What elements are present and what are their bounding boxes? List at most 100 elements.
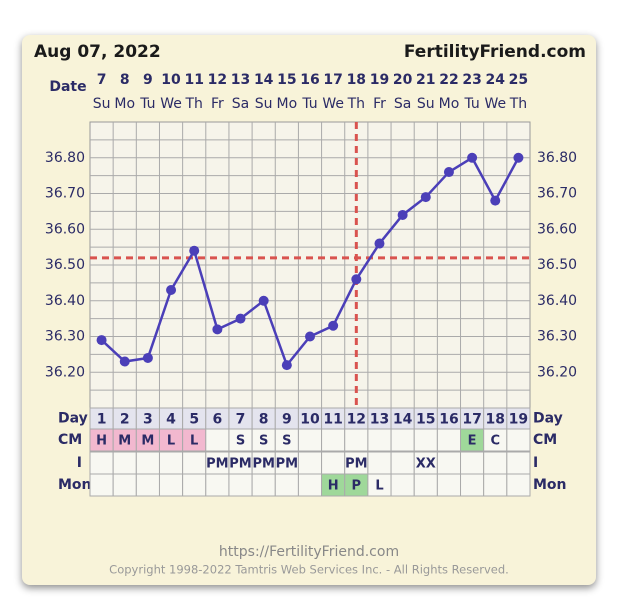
- cell-text: M: [141, 434, 154, 449]
- cell-text: S: [259, 434, 268, 449]
- cell-text: 1: [97, 412, 107, 428]
- site-name: FertilityFriend.com: [404, 42, 586, 62]
- cell-text: 12: [347, 412, 366, 428]
- table-cell: [506, 428, 531, 452]
- date-label: 21: [416, 72, 435, 88]
- table-cell: [436, 473, 462, 497]
- temperature-point: [351, 274, 362, 285]
- cell-text: L: [167, 434, 175, 449]
- cell-text: C: [490, 434, 500, 449]
- cell-text: 4: [166, 412, 176, 428]
- cell-text: S: [282, 434, 291, 449]
- cell-text: XX: [416, 457, 436, 472]
- table-cell: [297, 473, 323, 497]
- temperature-point: [305, 331, 315, 342]
- table-cell: [367, 451, 392, 475]
- weekday-label: Su: [417, 96, 435, 112]
- temperature-point: [513, 152, 524, 163]
- weekday-label: Mo: [277, 96, 298, 112]
- temperature-point: [258, 295, 269, 306]
- row-label: CM: [58, 432, 82, 448]
- temperature-point: [281, 360, 292, 371]
- table-cell: [390, 451, 415, 475]
- date-label: 8: [120, 72, 130, 88]
- date-label: 12: [208, 72, 227, 88]
- cell-text: P: [352, 479, 362, 494]
- table-cell: [344, 428, 369, 452]
- y-tick-label: 36.20: [45, 364, 85, 380]
- row-label: I: [77, 455, 82, 471]
- cell-text: S: [236, 434, 245, 449]
- weekday-label: Mo: [114, 96, 135, 112]
- table-cell: [89, 473, 114, 497]
- cell-text: 7: [236, 412, 246, 428]
- cell-text: 10: [300, 412, 320, 428]
- y-tick-label: 36.30: [45, 329, 85, 345]
- temperature-point: [397, 209, 408, 220]
- weekday-label: We: [322, 96, 344, 112]
- table-cell: [367, 428, 392, 452]
- cell-text: PM: [206, 457, 228, 472]
- temperature-point: [443, 167, 454, 178]
- chart-date: Aug 07, 2022: [34, 42, 161, 62]
- table-cell: [460, 451, 485, 475]
- weekday-label: We: [160, 96, 182, 112]
- temperature-point: [420, 192, 431, 203]
- date-label: 17: [323, 72, 342, 88]
- y-tick-label: 36.60: [45, 221, 85, 237]
- table-cell: [135, 451, 160, 475]
- table-cell: [274, 473, 299, 497]
- row-label: Day: [58, 411, 88, 427]
- weekday-label: Su: [93, 96, 111, 112]
- table-cell: [413, 428, 438, 452]
- weekday-label: Th: [184, 96, 202, 112]
- date-label: 16: [300, 72, 319, 88]
- date-label: 7: [97, 72, 107, 88]
- weekday-label: Th: [347, 96, 365, 112]
- cell-text: E: [468, 434, 477, 449]
- temperature-point: [467, 152, 478, 163]
- cell-text: 15: [416, 412, 435, 428]
- date-label: 22: [439, 72, 458, 88]
- table-cell: [205, 473, 230, 497]
- weekday-label: Tu: [139, 96, 155, 112]
- table-cell: [228, 473, 253, 497]
- cell-text: 16: [439, 412, 458, 428]
- table-cell: [506, 473, 531, 497]
- row-label: Mon: [58, 477, 92, 493]
- cell-text: 18: [486, 412, 505, 428]
- y-tick-label-right: 36.40: [537, 293, 577, 309]
- table-cell: [89, 451, 114, 475]
- weekday-label: Tu: [463, 96, 479, 112]
- temperature-point: [328, 320, 339, 331]
- table-cell: [112, 473, 137, 497]
- date-label: 23: [462, 72, 481, 88]
- cell-text: 2: [120, 412, 130, 428]
- cell-text: H: [328, 479, 339, 494]
- y-tick-label-right: 36.50: [537, 257, 577, 273]
- cell-text: PM: [276, 457, 298, 472]
- table-cell: [321, 451, 346, 475]
- temperature-point: [374, 238, 385, 249]
- table-cell: [390, 428, 415, 452]
- table-cell: [182, 451, 207, 475]
- cell-text: 5: [189, 412, 199, 428]
- table-cell: [205, 428, 230, 452]
- weekday-label: Su: [255, 96, 273, 112]
- cell-text: 17: [462, 412, 481, 428]
- y-tick-label-right: 36.80: [537, 150, 577, 166]
- date-label: 18: [347, 72, 366, 88]
- table-cell: [483, 473, 508, 497]
- date-label: Date: [49, 79, 86, 95]
- temperature-point: [142, 352, 153, 363]
- date-label: 20: [393, 72, 413, 88]
- weekday-label: Sa: [394, 96, 411, 112]
- cell-text: 11: [323, 412, 342, 428]
- footer-url: https://FertilityFriend.com: [219, 544, 399, 560]
- cell-text: M: [118, 434, 131, 449]
- date-label: 9: [143, 72, 153, 88]
- y-tick-label: 36.50: [45, 257, 85, 273]
- cell-text: 3: [143, 412, 153, 428]
- temperature-point: [490, 195, 501, 206]
- temperature-point: [96, 335, 107, 346]
